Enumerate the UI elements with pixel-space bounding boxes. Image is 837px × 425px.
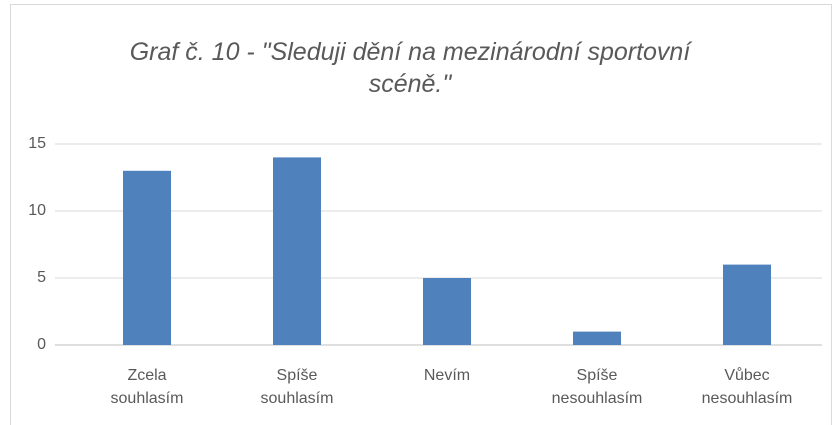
bar — [123, 170, 171, 345]
y-tick-label: 10 — [28, 202, 46, 219]
x-tick-label: Vůbec nesouhlasím — [701, 367, 793, 407]
bar — [723, 264, 771, 345]
bar — [573, 331, 621, 345]
x-tick-label: Spíše nesouhlasím — [551, 367, 643, 407]
chart-frame — [10, 4, 832, 425]
x-tick-label: Spíše souhlasím — [260, 367, 334, 407]
y-tick-label: 5 — [37, 269, 46, 286]
y-tick-label: 0 — [37, 336, 46, 353]
y-tick-label: 15 — [28, 135, 46, 152]
x-tick-label: Zcela souhlasím — [110, 367, 184, 407]
x-tick-label: Nevím — [423, 367, 471, 384]
bar — [273, 157, 321, 345]
bar — [423, 278, 471, 345]
chart-title: Graf č. 10 - "Sleduji dění na mezinárodn… — [129, 38, 691, 98]
